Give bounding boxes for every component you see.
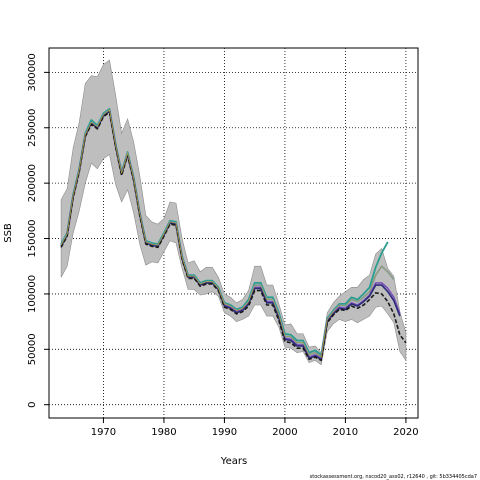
x-tick-label: 2010 <box>333 427 358 438</box>
x-tick-label: 1990 <box>212 427 237 438</box>
y-tick-label: 200000 <box>27 164 38 202</box>
x-tick-label: 2020 <box>393 427 418 438</box>
x-axis-label: Years <box>220 456 247 467</box>
footer-note: stockassessment.org, nscod20_ass02, r126… <box>310 474 477 480</box>
confidence-band <box>60 59 407 366</box>
x-tick-label: 1980 <box>151 427 176 438</box>
series-lines <box>60 108 407 362</box>
y-tick-label: 300000 <box>27 53 38 91</box>
y-axis: 0 50000 100000 150000 200000 250000 300000 <box>27 53 49 408</box>
y-tick-label: 150000 <box>27 219 38 257</box>
y-axis-label: SSB <box>3 223 14 243</box>
ci-band <box>60 59 407 366</box>
series-line-5 <box>60 111 407 362</box>
series-line-highlight <box>60 109 395 358</box>
y-tick-label: 0 <box>27 402 38 408</box>
x-axis: 1970 1980 1990 2000 2010 2020 <box>91 418 419 438</box>
y-tick-label: 100000 <box>27 275 38 313</box>
plot-frame <box>48 47 419 419</box>
y-tick-label: 50000 <box>27 333 38 365</box>
x-tick-label: 2000 <box>272 427 297 438</box>
x-tick-label: 1970 <box>91 427 116 438</box>
y-tick-label: 250000 <box>27 109 38 147</box>
